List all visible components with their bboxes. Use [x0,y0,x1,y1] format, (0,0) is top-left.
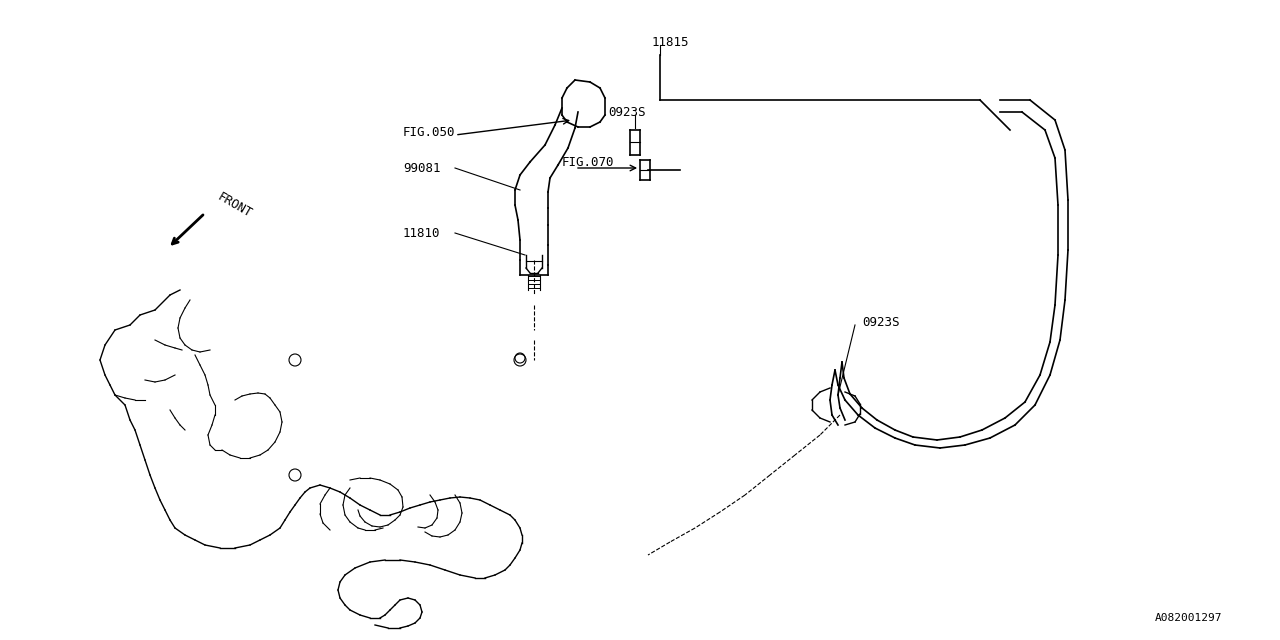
Text: FIG.050: FIG.050 [403,125,456,138]
Text: 11810: 11810 [403,227,440,239]
Text: 99081: 99081 [403,161,440,175]
Text: 11815: 11815 [652,35,690,49]
Text: 0923S: 0923S [861,316,900,328]
Text: A082001297: A082001297 [1155,613,1222,623]
Text: FRONT: FRONT [215,190,253,220]
Text: FIG.070: FIG.070 [562,156,614,168]
Text: 0923S: 0923S [608,106,645,118]
